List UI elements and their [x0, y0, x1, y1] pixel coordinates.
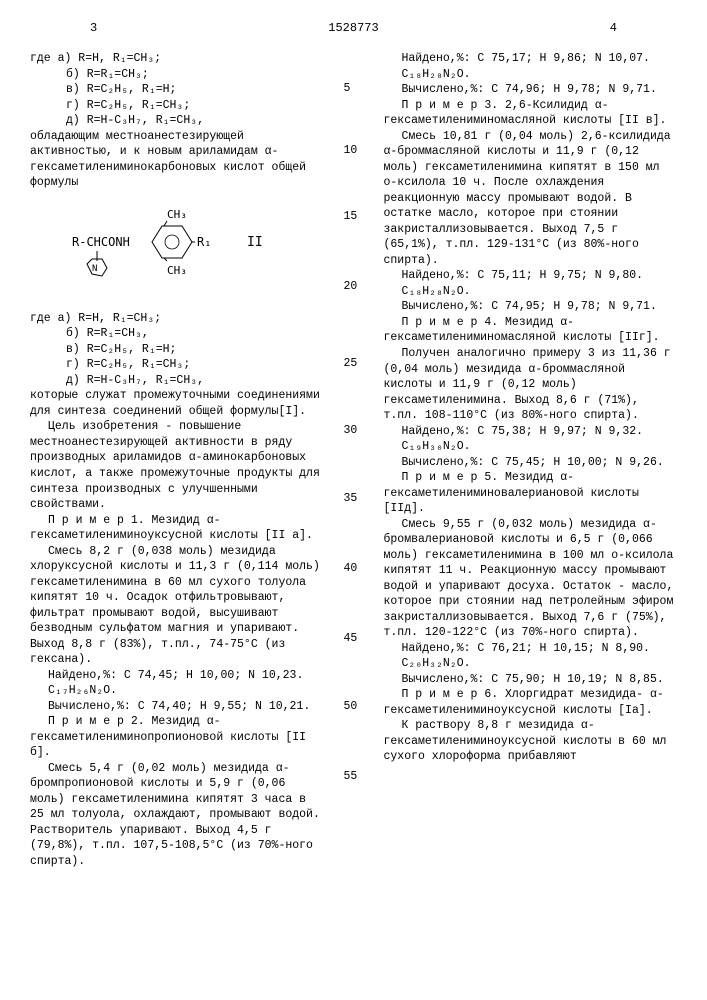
where2-clause-e: д) R=H-C₃H₇, R₁=CH₃, — [30, 373, 324, 389]
two-column-body: где а) R=H, R₁=CH₃; б) R=R₁=CH₃; в) R=C₂… — [30, 51, 677, 869]
example-2-title: П р и м е р 2. Мезидид α-гексаметиленими… — [30, 714, 324, 761]
example-1-body: Смесь 8,2 г (0,038 моль) мезидида хлорук… — [30, 544, 324, 668]
svg-text:N: N — [92, 264, 97, 274]
example-3-body: Смесь 10,81 г (0,04 моль) 2,6-ксилидида … — [384, 129, 678, 269]
example-3-calc: Вычислено,%: С 74,95; H 9,78; N 9,71. — [384, 299, 678, 315]
example-5-calc: Вычислено,%: С 75,90; H 10,19; N 8,85. — [384, 672, 678, 688]
example-2-calc: Вычислено,%: С 74,96; H 9,78; N 9,71. — [384, 82, 678, 98]
line-num-55: 55 — [344, 769, 358, 785]
line-num-20: 20 — [344, 279, 358, 295]
paragraph-3: Цель изобретения - повышение местноанест… — [30, 419, 324, 512]
example-1-title: П р и м е р 1. Мезидид α- гексаметиленим… — [30, 513, 324, 544]
example-1-formula: C₁₇H₂₆N₂O. — [30, 683, 324, 699]
line-num-40: 40 — [344, 561, 358, 577]
example-4-title: П р и м е р 4. Мезидид α-гексаметиленими… — [384, 315, 678, 346]
left-page-num: 3 — [90, 20, 97, 36]
example-4-found: Найдено,%: С 75,38; H 9,97; N 9,32. — [384, 424, 678, 440]
example-2-body: Смесь 5,4 г (0,02 моль) мезидида α-бромп… — [30, 761, 324, 870]
example-4-body: Получен аналогично примеру 3 из 11,36 г … — [384, 346, 678, 424]
left-column: где а) R=H, R₁=CH₃; б) R=R₁=CH₃; в) R=C₂… — [30, 51, 324, 869]
line-num-50: 50 — [344, 699, 358, 715]
example-6-title: П р и м е р 6. Хлоргидрат мезидида- α-ге… — [384, 687, 678, 718]
example-1-calc: Вычислено,%: С 74,40; H 9,55; N 10,21. — [30, 699, 324, 715]
line-num-15: 15 — [344, 209, 358, 225]
right-column: Найдено,%: С 75,17; H 9,86; N 10,07. C₁₈… — [384, 51, 678, 869]
chemical-structure: R-CHCONH CH₃ CH₃ R₁ II N — [30, 206, 324, 296]
svg-text:II: II — [247, 235, 263, 250]
patent-number: 1528773 — [328, 20, 378, 36]
example-5-formula: C₂₀H₃₂N₂O. — [384, 656, 678, 672]
line-num-45: 45 — [344, 631, 358, 647]
example-6-body: К раствору 8,8 г мезидида α-гексаметилен… — [384, 718, 678, 765]
svg-text:CH₃: CH₃ — [167, 264, 187, 277]
where2-clause-d: г) R=C₂H₅, R₁=CH₃; — [30, 357, 324, 373]
where-clause-e: д) R=H-C₃H₇, R₁=CH₃, — [30, 113, 324, 129]
paragraph-1: обладающим местноанестезирующей активнос… — [30, 129, 324, 191]
example-5-title: П р и м е р 5. Мезидид α-гексаметиленими… — [384, 470, 678, 517]
where2-clause-c: в) R=C₂H₅, R₁=H; — [30, 342, 324, 358]
where-clause-d: г) R=C₂H₅, R₁=CH₃; — [30, 98, 324, 114]
example-1-found: Найдено,%: С 74,45; H 10,00; N 10,23. — [30, 668, 324, 684]
svg-text:R₁: R₁ — [197, 235, 211, 249]
example-3-found: Найдено,%: С 75,11; H 9,75; N 9,80. — [384, 268, 678, 284]
where-clause-a: где а) R=H, R₁=CH₃; — [30, 51, 324, 67]
example-2-found: Найдено,%: С 75,17; H 9,86; N 10,07. — [384, 51, 678, 67]
line-num-30: 30 — [344, 423, 358, 439]
example-4-formula: C₁₉H₃₀N₂O. — [384, 439, 678, 455]
example-3-title: П р и м е р 3. 2,6-Ксилидид α-гексаметил… — [384, 98, 678, 129]
where-clause-b: б) R=R₁=CH₃; — [30, 67, 324, 83]
page-header: 3 1528773 4 — [30, 20, 677, 36]
example-5-body: Смесь 9,55 г (0,032 моль) мезидида α-бро… — [384, 517, 678, 641]
example-3-formula: C₁₈H₂₈N₂O. — [384, 284, 678, 300]
where2-clause-a: где а) R=H, R₁=CH₃; — [30, 311, 324, 327]
line-num-35: 35 — [344, 491, 358, 507]
paragraph-2: которые служат промежуточными соединения… — [30, 388, 324, 419]
example-5-found: Найдено,%: С 76,21; H 10,15; N 8,90. — [384, 641, 678, 657]
svg-text:R-CHCONH: R-CHCONH — [72, 235, 130, 249]
example-4-calc: Вычислено,%: С 75,45; H 10,00; N 9,26. — [384, 455, 678, 471]
line-num-10: 10 — [344, 143, 358, 159]
where2-clause-b: б) R=R₁=CH₃, — [30, 326, 324, 342]
svg-text:CH₃: CH₃ — [167, 208, 187, 221]
right-page-num: 4 — [610, 20, 617, 36]
structure-svg: R-CHCONH CH₃ CH₃ R₁ II N — [67, 206, 287, 296]
where-clause-c: в) R=C₂H₅, R₁=H; — [30, 82, 324, 98]
line-num-5: 5 — [344, 81, 351, 97]
line-num-25: 25 — [344, 356, 358, 372]
example-2-formula: C₁₈H₂₈N₂O. — [384, 67, 678, 83]
line-number-gutter: 5 10 15 20 25 30 35 40 45 50 55 — [344, 51, 364, 869]
